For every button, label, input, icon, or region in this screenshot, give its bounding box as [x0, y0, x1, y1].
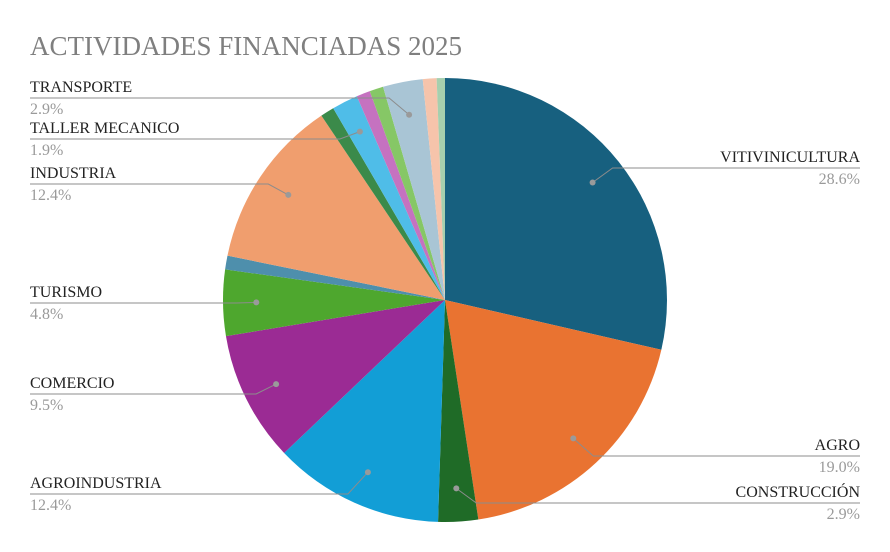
leader-dot-agro [570, 435, 577, 442]
slice-value-agro: 19.0% [819, 459, 860, 476]
slice-label-industria: INDUSTRIA [30, 165, 117, 182]
pie-slice-slice-14 [436, 78, 445, 300]
pie-slice-comercio [225, 300, 445, 453]
leader-dot-taller-mecanico [356, 128, 363, 135]
pie-slice-transporte [383, 79, 445, 301]
slice-value-vitivinicultura: 28.6% [819, 171, 860, 188]
slice-label-turismo: TURISMO [30, 284, 102, 301]
leader-line-transporte [30, 97, 410, 116]
pie-slice-slice-11 [369, 86, 445, 300]
pie-slices [223, 78, 667, 522]
slice-label-agro: AGRO [815, 437, 860, 454]
slice-label-transporte: TRANSPORTE [30, 79, 132, 96]
slice-value-comercio: 9.5% [30, 397, 63, 414]
leader-dot-turismo [253, 299, 260, 306]
pie-slice-slice-13 [422, 78, 445, 300]
leader-dot-vitivinicultura [589, 179, 596, 186]
pie-slice-slice-6 [225, 255, 445, 300]
chart-title: ACTIVIDADES FINANCIADAS 2025 [30, 31, 462, 61]
pie-slice-taller-mecanico [333, 96, 445, 300]
leader-dot-industria [285, 191, 292, 198]
pie-slice-slice-8 [321, 108, 445, 301]
slice-value-transporte: 2.9% [30, 101, 63, 118]
slice-value-turismo: 4.8% [30, 306, 63, 323]
slice-label-vitivinicultura: VITIVINICULTURA [720, 149, 860, 166]
leader-lines [30, 97, 860, 504]
leader-dot-construccion [453, 485, 460, 492]
slice-value-industria: 12.4% [30, 187, 71, 204]
slice-value-taller-mecanico: 1.9% [30, 142, 63, 159]
leader-line-vitivinicultura [592, 167, 860, 183]
leader-dot-agroindustria [364, 469, 371, 476]
leader-line-turismo [30, 301, 257, 304]
pie-slice-slice-10 [356, 91, 445, 301]
slice-value-agroindustria: 12.4% [30, 497, 71, 514]
leader-line-agroindustria [30, 471, 369, 495]
leader-dot-transporte [406, 111, 413, 118]
pie-slice-vitivinicultura [445, 78, 667, 350]
slice-value-construccion: 2.9% [827, 506, 860, 523]
leader-line-industria [30, 183, 289, 196]
slice-label-comercio: COMERCIO [30, 375, 114, 392]
pie-slice-agroindustria [284, 300, 445, 522]
pie-slice-construccion [438, 300, 479, 522]
pie-slice-turismo [223, 269, 445, 337]
leader-line-construccion [456, 487, 860, 504]
slice-label-agroindustria: AGROINDUSTRIA [30, 475, 162, 492]
leader-line-taller-mecanico [30, 131, 361, 140]
slice-labels: VITIVINICULTURA 28.6% AGRO 19.0% CONSTRUCCIÓ… [30, 79, 860, 523]
slice-label-taller-mecanico: TALLER MECANICO [30, 120, 179, 137]
pie-slice-agro [445, 300, 662, 520]
leader-dot-comercio [273, 381, 280, 388]
leader-line-comercio [30, 383, 277, 395]
pie-slice-industria [227, 115, 445, 300]
leader-line-agro [572, 438, 860, 457]
slice-label-construccion: CONSTRUCCIÓN [736, 482, 861, 501]
